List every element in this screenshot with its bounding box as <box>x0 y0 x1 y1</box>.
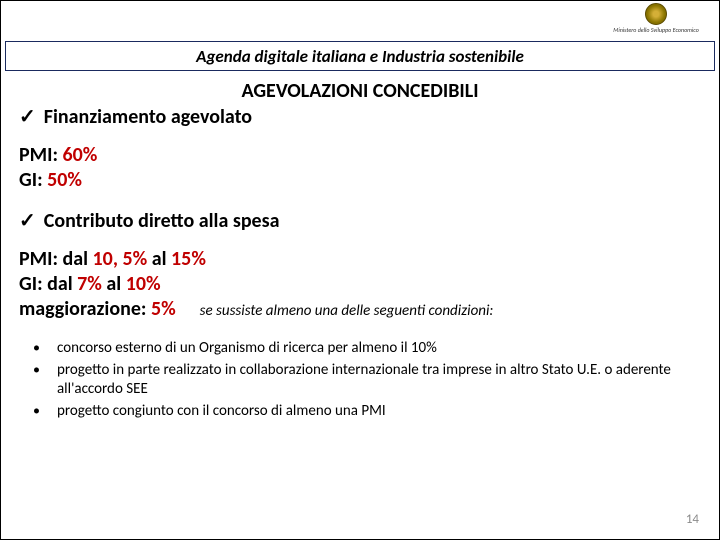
section-title: AGEVOLAZIONI CONCEDIBILI <box>19 79 701 103</box>
pmi-value: 60% <box>63 143 98 167</box>
item1-label: Finanziamento agevolato <box>44 105 252 129</box>
italy-emblem-icon <box>645 3 667 25</box>
maggiorazione-row: maggiorazione: 5% se sussiste almeno una… <box>19 297 701 321</box>
item2-label: Contributo diretto alla spesa <box>44 209 280 233</box>
bullet-icon: • <box>33 339 41 359</box>
list-item: • progetto congiunto con il concorso di … <box>33 402 701 422</box>
bullet-icon: • <box>33 402 41 422</box>
gi-line-1: GI: 50% <box>19 168 701 193</box>
header-bar: Agenda digitale italiana e Industria sos… <box>5 41 715 71</box>
ministry-logo: Ministero dello Sviluppo Economico <box>601 3 711 39</box>
magg-label: maggiorazione: <box>19 297 151 321</box>
gi-label: GI: <box>19 168 47 192</box>
pmi-val1: 10, 5% <box>93 247 148 271</box>
gi-line-2: GI: dal 7% al 10% <box>19 272 701 297</box>
ministry-name: Ministero dello Sviluppo Economico <box>601 26 711 34</box>
bullet-text-2: progetto in parte realizzato in collabor… <box>57 361 701 400</box>
bullet-text-1: concorso esterno di un Organismo di rice… <box>57 339 701 359</box>
header-title: Agenda digitale italiana e Industria sos… <box>196 46 524 67</box>
block-percentuali-1: PMI: 60% GI: 50% <box>19 143 701 193</box>
page-number: 14 <box>686 512 699 527</box>
pmi-label: PMI: <box>19 247 63 271</box>
gi-value: 50% <box>47 168 82 192</box>
slide-content: AGEVOLAZIONI CONCEDIBILI ✓ Finanziamento… <box>19 79 701 423</box>
pmi-text1: dal <box>63 247 93 271</box>
bullet-finanziamento: ✓ Finanziamento agevolato <box>19 105 701 129</box>
check-icon: ✓ <box>19 211 36 231</box>
gi-label: GI: <box>19 272 47 296</box>
list-item: • concorso esterno di un Organismo di ri… <box>33 339 701 359</box>
maggiorazione-line: maggiorazione: 5% <box>19 297 176 321</box>
check-icon: ✓ <box>19 107 36 127</box>
gi-text2: al <box>102 272 126 296</box>
condizioni-note: se sussiste almeno una delle seguenti co… <box>200 302 494 320</box>
magg-val: 5% <box>151 297 176 321</box>
pmi-label: PMI: <box>19 143 63 167</box>
pmi-text2: al <box>147 247 171 271</box>
gi-val2: 10% <box>126 272 161 296</box>
bullet-icon: • <box>33 361 41 400</box>
gi-text1: dal <box>47 272 77 296</box>
gi-val1: 7% <box>77 272 102 296</box>
bullet-text-3: progetto congiunto con il concorso di al… <box>57 402 701 422</box>
list-item: • progetto in parte realizzato in collab… <box>33 361 701 400</box>
block-percentuali-2: PMI: dal 10, 5% al 15% GI: dal 7% al 10%… <box>19 247 701 321</box>
bullet-contributo: ✓ Contributo diretto alla spesa <box>19 209 701 233</box>
pmi-line-1: PMI: 60% <box>19 143 701 168</box>
pmi-val2: 15% <box>171 247 206 271</box>
condizioni-list: • concorso esterno di un Organismo di ri… <box>33 339 701 421</box>
pmi-line-2: PMI: dal 10, 5% al 15% <box>19 247 701 272</box>
